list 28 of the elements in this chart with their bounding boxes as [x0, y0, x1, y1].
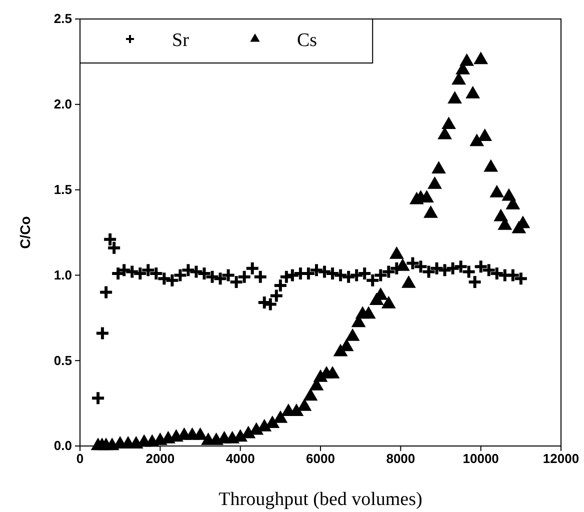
point [236, 269, 252, 284]
x-tick-label: 2000 [146, 451, 175, 466]
point [268, 288, 284, 304]
y-tick-label: 0.5 [54, 352, 72, 368]
x-tick-label: 4000 [226, 451, 255, 466]
x-tick-label: 8000 [386, 451, 416, 466]
legend-label: Cs [297, 30, 318, 51]
x-tick-label: 6000 [306, 451, 335, 466]
point [272, 278, 288, 293]
point [373, 268, 388, 283]
x-tick-label: 0 [76, 451, 84, 466]
y-axis-title: C/Co [17, 216, 33, 249]
point [98, 284, 114, 300]
x-tick-label: 12000 [542, 451, 580, 466]
point [94, 326, 110, 341]
x-tick-label: 10000 [462, 451, 499, 466]
point [90, 390, 106, 406]
y-tick-label: 1.5 [54, 182, 72, 197]
point [445, 260, 460, 276]
legend-label: Sr [172, 30, 190, 51]
y-tick-label: 2.5 [54, 11, 72, 26]
y-tick-label: 1.0 [54, 267, 72, 282]
y-tick-label: 2.0 [54, 96, 72, 112]
point [349, 268, 364, 283]
point [172, 268, 188, 283]
point [381, 264, 396, 280]
y-tick-label: 0.0 [54, 438, 72, 454]
x-axis-title: Throughput (bed volumes) [218, 489, 422, 510]
